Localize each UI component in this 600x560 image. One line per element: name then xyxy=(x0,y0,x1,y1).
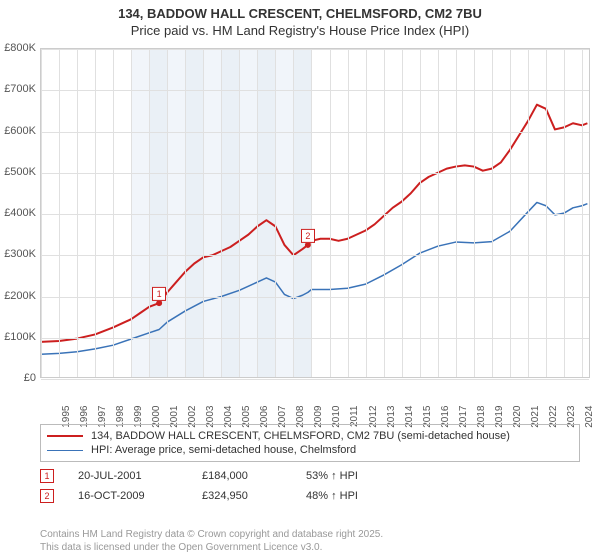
legend-item: HPI: Average price, semi-detached house,… xyxy=(47,443,573,457)
row-date: 20-JUL-2001 xyxy=(78,470,178,482)
legend-label: 134, BADDOW HALL CRESCENT, CHELMSFORD, C… xyxy=(91,430,510,442)
legend-swatch xyxy=(47,450,83,451)
y-axis-labels: £0£100K£200K£300K£400K£500K£600K£700K£80… xyxy=(0,48,38,378)
y-tick-label: £0 xyxy=(24,372,36,384)
y-tick-label: £500K xyxy=(4,166,36,178)
legend-item: 134, BADDOW HALL CRESCENT, CHELMSFORD, C… xyxy=(47,429,573,443)
legend-swatch xyxy=(47,435,83,437)
row-date: 16-OCT-2009 xyxy=(78,490,178,502)
row-pct: 53% ↑ HPI xyxy=(306,470,406,482)
y-tick-label: £800K xyxy=(4,42,36,54)
x-tick-label: 2024 xyxy=(584,406,595,428)
footer-attribution: Contains HM Land Registry data © Crown c… xyxy=(40,528,383,554)
transaction-marker: 2 xyxy=(301,229,315,243)
row-marker: 2 xyxy=(40,489,54,503)
row-pct: 48% ↑ HPI xyxy=(306,490,406,502)
y-tick-label: £200K xyxy=(4,290,36,302)
title-address: 134, BADDOW HALL CRESCENT, CHELMSFORD, C… xyxy=(0,6,600,21)
row-price: £184,000 xyxy=(202,470,282,482)
legend-box: 134, BADDOW HALL CRESCENT, CHELMSFORD, C… xyxy=(40,424,580,462)
title-block: 134, BADDOW HALL CRESCENT, CHELMSFORD, C… xyxy=(0,0,600,40)
y-tick-label: £300K xyxy=(4,248,36,260)
table-row: 2 16-OCT-2009 £324,950 48% ↑ HPI xyxy=(40,486,580,506)
y-tick-label: £600K xyxy=(4,125,36,137)
row-price: £324,950 xyxy=(202,490,282,502)
chart-container: 134, BADDOW HALL CRESCENT, CHELMSFORD, C… xyxy=(0,0,600,560)
footer-line1: Contains HM Land Registry data © Crown c… xyxy=(40,528,383,541)
transaction-marker: 1 xyxy=(152,287,166,301)
x-axis-labels: 1995199619971998199920002001200220032004… xyxy=(40,380,590,420)
chart-plot-area: 12 xyxy=(40,48,590,378)
table-row: 1 20-JUL-2001 £184,000 53% ↑ HPI xyxy=(40,466,580,486)
title-subtitle: Price paid vs. HM Land Registry's House … xyxy=(0,23,600,38)
footer-line2: This data is licensed under the Open Gov… xyxy=(40,541,383,554)
y-tick-label: £400K xyxy=(4,207,36,219)
transaction-table: 1 20-JUL-2001 £184,000 53% ↑ HPI 2 16-OCT-200… xyxy=(40,466,580,506)
row-marker: 1 xyxy=(40,469,54,483)
legend-label: HPI: Average price, semi-detached house,… xyxy=(91,444,356,456)
chart-svg xyxy=(41,49,589,377)
y-tick-label: £100K xyxy=(4,331,36,343)
y-tick-label: £700K xyxy=(4,83,36,95)
